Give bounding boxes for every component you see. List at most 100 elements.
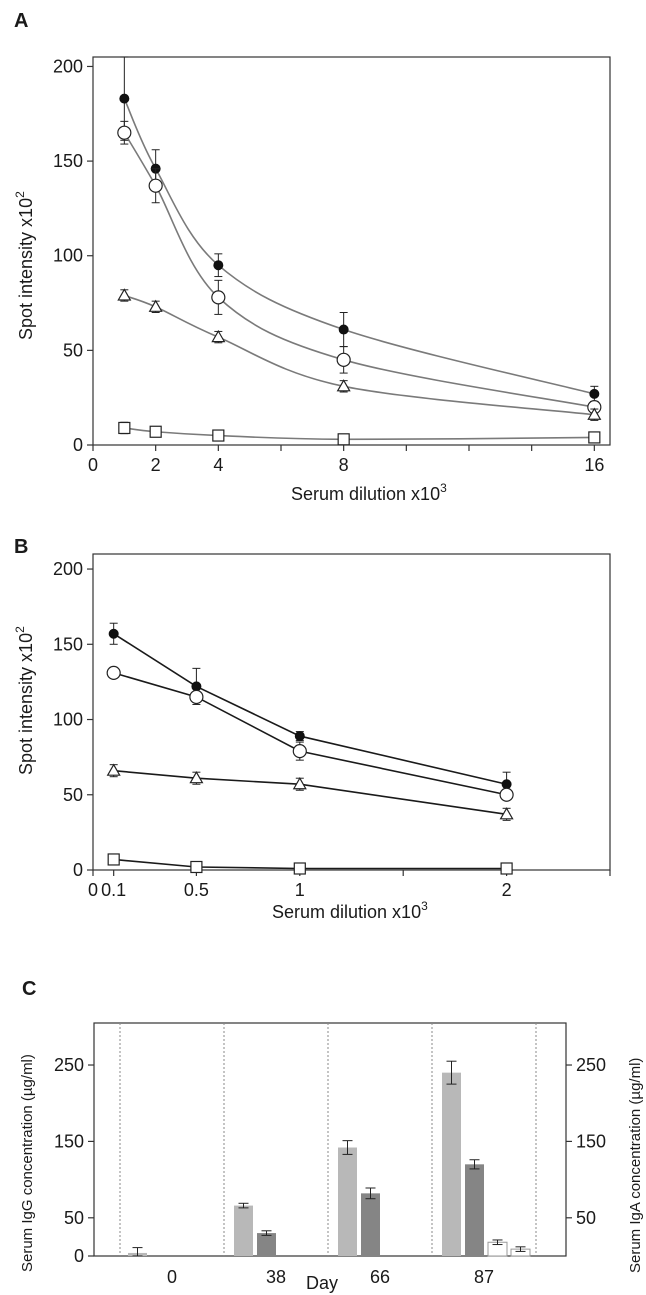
panel-a-x-axis-label: Serum dilution x103	[291, 481, 447, 504]
series-line-open-circle	[113, 672, 507, 796]
data-point-open-square	[500, 862, 513, 875]
series-line-open-triangle	[113, 769, 507, 816]
data-point-open-triangle	[499, 807, 514, 820]
data-point-open-triangle	[292, 777, 307, 790]
left-y-tick-label: 0	[74, 1246, 84, 1266]
series-line-open-circle	[123, 132, 595, 408]
data-point-filled-circle	[501, 779, 512, 790]
data-point-open-triangle	[106, 763, 121, 776]
x-tick-label: 4	[213, 455, 223, 475]
x-category-label: 38	[266, 1267, 286, 1287]
x-tick-label: 1	[295, 880, 305, 900]
panel-a-series	[117, 56, 602, 446]
data-point-open-circle	[117, 125, 132, 140]
x-category-label: 0	[167, 1267, 177, 1287]
panel-b-plot-frame	[92, 553, 611, 871]
left-y-tick-label: 250	[54, 1055, 84, 1075]
data-point-open-square	[149, 425, 162, 438]
data-point-filled-circle	[119, 93, 130, 104]
right-y-tick-label: 250	[576, 1055, 606, 1075]
right-y-tick-label: 150	[576, 1131, 606, 1151]
data-point-open-triangle	[336, 379, 351, 392]
data-point-filled-circle	[294, 731, 305, 742]
y-tick-label: 150	[53, 151, 83, 171]
y-tick-label: 100	[53, 246, 83, 266]
data-point-open-square	[118, 421, 131, 435]
y-tick-label: 200	[53, 559, 83, 579]
data-point-open-circle	[499, 787, 514, 802]
data-point-open-square	[588, 431, 601, 444]
x-tick-label: 0	[88, 880, 98, 900]
panel-a-y-axis: 0 50 100 150 200	[53, 56, 93, 455]
data-point-open-square	[107, 853, 120, 866]
panel-c-label: C	[22, 978, 36, 1000]
panel-a-y-axis-label: Spot intensity x102	[13, 191, 36, 340]
data-point-open-triangle	[117, 288, 132, 301]
data-point-open-triangle	[587, 407, 602, 420]
right-y-tick-label: 50	[576, 1208, 596, 1228]
panel-c-x-axis-label: Day	[306, 1273, 338, 1293]
data-point-open-triangle	[211, 329, 226, 343]
panel-c-right-y-axis: 50 150 250	[566, 1055, 606, 1228]
bar-dark	[361, 1193, 380, 1256]
left-y-tick-label: 150	[54, 1131, 84, 1151]
data-point-open-square	[190, 860, 203, 874]
panel-c-bars	[128, 1060, 531, 1257]
panel-c: C 0 50 150 250 50 150 250 0 38 66 87 Day Serum I…	[19, 978, 644, 1293]
y-tick-label: 100	[53, 710, 83, 730]
data-point-open-circle	[336, 352, 351, 367]
data-point-filled-circle	[108, 628, 119, 639]
series-line-open-triangle	[124, 294, 595, 416]
bar-light	[442, 1072, 461, 1256]
panel-a: A 0 50 100 150 200 0 2 4 8 16 Serum dilution x10…	[13, 10, 611, 504]
y-tick-label: 150	[53, 634, 83, 654]
x-category-label: 87	[474, 1267, 494, 1287]
data-point-filled-circle	[589, 388, 600, 399]
panel-b-y-axis-label: Spot intensity x102	[13, 626, 36, 775]
data-point-open-circle	[292, 744, 307, 759]
y-tick-label: 50	[63, 785, 83, 805]
panel-a-label: A	[14, 10, 28, 32]
panel-c-plot-frame	[93, 1022, 567, 1257]
panel-b-x-axis: 0 0.1 0.5 1 2	[88, 870, 611, 900]
data-point-open-circle	[106, 665, 121, 680]
bar-light	[234, 1205, 253, 1256]
left-y-tick-label: 50	[64, 1208, 84, 1228]
x-tick-label: 0.5	[184, 880, 209, 900]
panel-c-x-axis: 0 38 66 87	[167, 1267, 494, 1287]
x-category-label: 66	[370, 1267, 390, 1287]
data-point-filled-circle	[338, 324, 349, 335]
panel-c-left-y-axis: 0 50 150 250	[54, 1055, 94, 1266]
y-tick-label: 0	[73, 860, 83, 880]
bar-light	[338, 1147, 357, 1256]
x-tick-label: 2	[502, 880, 512, 900]
panel-c-right-y-axis-label: Serum IgA concentration (µg/ml)	[627, 1058, 644, 1273]
x-tick-label: 0	[88, 455, 98, 475]
data-point-open-circle	[211, 290, 226, 305]
series-line-filled-circle	[123, 98, 595, 395]
data-point-open-square	[337, 433, 350, 446]
bar-dark	[465, 1164, 484, 1256]
x-tick-label: 8	[339, 455, 349, 475]
data-point-filled-circle	[213, 260, 224, 271]
data-point-open-square	[212, 429, 225, 442]
panel-b-x-axis-label: Serum dilution x103	[272, 899, 428, 922]
x-tick-label: 2	[151, 455, 161, 475]
y-tick-label: 200	[53, 56, 83, 76]
data-point-open-square	[293, 862, 306, 875]
panel-a-x-axis: 0 2 4 8 16	[88, 445, 604, 475]
series-line-filled-circle	[113, 633, 507, 786]
x-tick-label: 0.1	[101, 880, 126, 900]
panel-c-left-y-axis-label: Serum IgG concentration (µg/ml)	[19, 1054, 36, 1272]
series-line-open-square	[113, 858, 507, 870]
data-point-open-circle	[148, 178, 163, 193]
panel-b-label: B	[14, 536, 28, 558]
panel-b-y-axis: 0 50 100 150 200	[53, 559, 93, 880]
panel-b-series	[106, 622, 514, 875]
series-line-open-square	[124, 427, 595, 441]
panel-c-dividers	[119, 1023, 537, 1256]
x-tick-label: 16	[584, 455, 604, 475]
data-point-open-triangle	[148, 299, 163, 312]
